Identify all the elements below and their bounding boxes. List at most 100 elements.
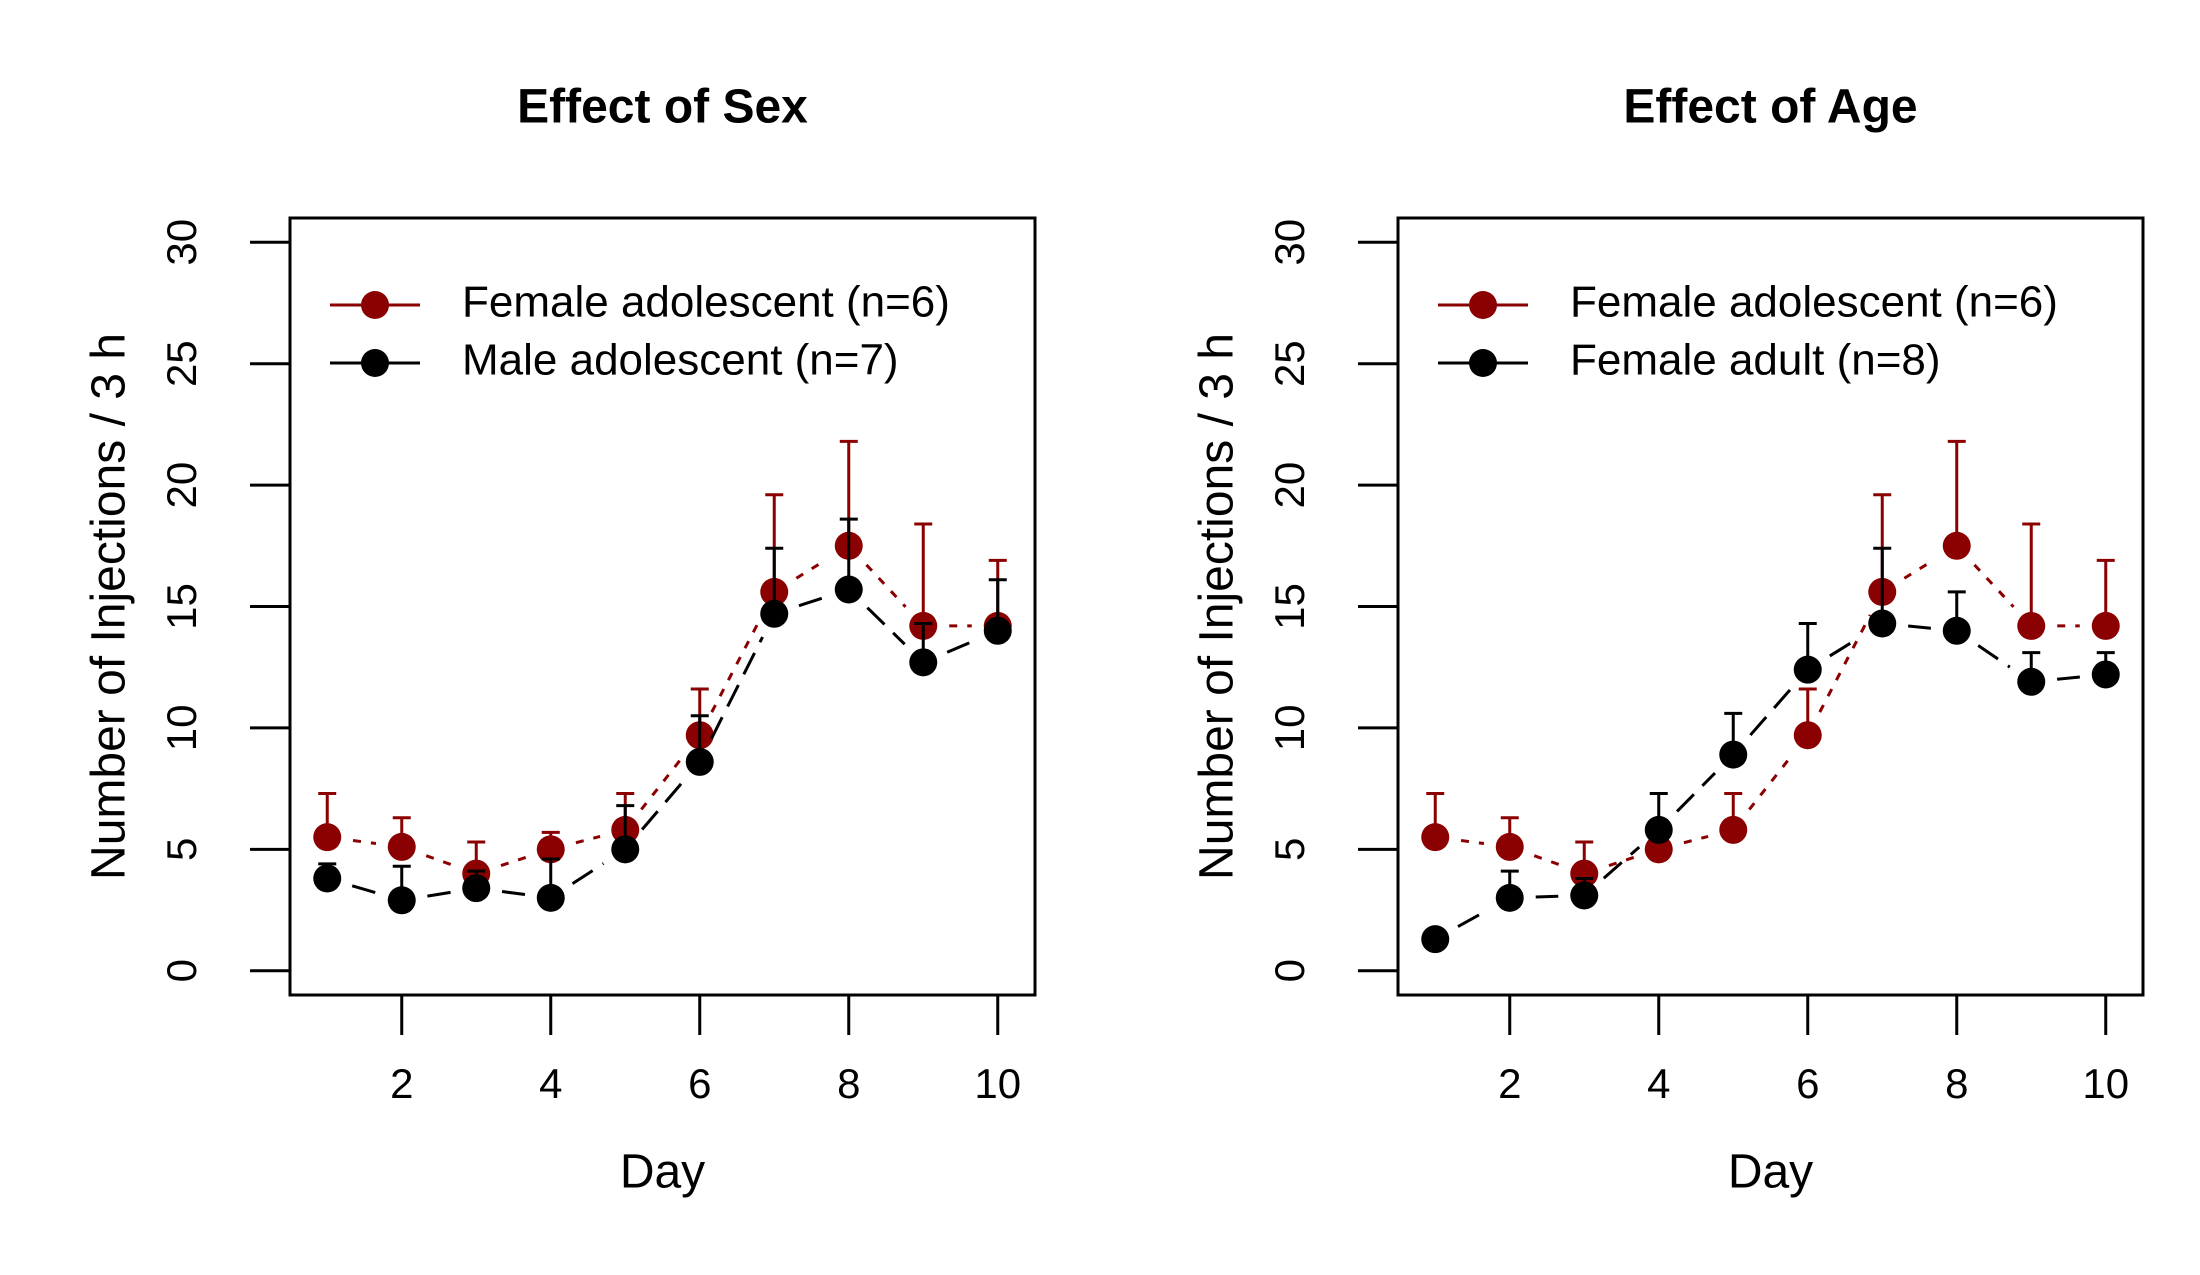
series-segment <box>1683 834 1709 845</box>
data-point <box>1719 815 1748 844</box>
data-point <box>2017 611 2046 640</box>
series-segment <box>1818 614 1872 713</box>
y-tick-label: 10 <box>1266 705 1313 752</box>
y-tick-label: 0 <box>158 959 205 982</box>
data-point <box>2091 611 2120 640</box>
legend-entry: Female adolescent (n=6) <box>1570 278 2058 327</box>
y-axis-label: Number of Injections / 3 h <box>83 333 136 880</box>
x-tick-label: 2 <box>390 1060 413 1107</box>
data-point <box>1942 616 1971 645</box>
data-point <box>1570 881 1599 910</box>
series-segment <box>1749 688 1792 737</box>
chart-panel-1: Effect of Sex 0 5 10 15 20 25 30 2 4 6 8 10 Day Number… <box>83 81 1037 1199</box>
y-tick-label: 20 <box>1266 462 1313 509</box>
series-segment <box>710 614 764 713</box>
y-tick-label: 30 <box>158 219 205 266</box>
x-tick-label: 8 <box>837 1060 860 1107</box>
series-segment <box>1602 845 1641 880</box>
data-point <box>2091 660 2120 689</box>
data-point <box>1644 815 1673 844</box>
data-point <box>536 835 565 864</box>
series-segment <box>1608 855 1635 867</box>
series-segment <box>1829 635 1861 658</box>
series-segment <box>425 854 453 867</box>
series-segment <box>1748 754 1793 811</box>
series-segment <box>798 596 825 608</box>
x-tick-label: 10 <box>974 1060 1021 1107</box>
y-tick-label: 0 <box>1266 959 1313 982</box>
x-axis: 2 4 6 8 10 <box>1498 995 2129 1107</box>
series-segment <box>1977 644 2011 669</box>
data-point <box>462 874 491 903</box>
legend-entry: Female adult (n=8) <box>1570 336 1941 385</box>
series-1 <box>1421 439 2120 888</box>
legend-marker <box>1469 349 1497 377</box>
x-tick-label: 6 <box>1796 1060 1819 1107</box>
x-tick-label: 4 <box>539 1060 562 1107</box>
x-tick-label: 2 <box>1498 1060 1521 1107</box>
data-point <box>1793 721 1822 750</box>
data-point <box>1495 832 1524 861</box>
series-segment <box>1460 839 1485 846</box>
series-segment <box>351 884 378 895</box>
x-axis: 2 4 6 8 10 <box>390 995 1021 1107</box>
series-segment <box>571 862 605 885</box>
series-segment <box>1533 854 1561 867</box>
series-2 <box>313 517 1012 915</box>
series-segment <box>575 834 601 845</box>
data-point <box>2017 667 2046 696</box>
data-point <box>1868 609 1897 638</box>
series-segment <box>2056 675 2081 681</box>
series-segment <box>865 563 907 608</box>
series-segment <box>640 754 685 811</box>
data-point <box>1942 531 1971 560</box>
series-segment <box>1675 772 1717 813</box>
x-tick-label: 4 <box>1647 1060 1670 1107</box>
series-segment <box>1973 563 2015 608</box>
chart-panel-2: Effect of Age 0 5 10 15 20 25 30 2 4 6 8 10 Day Number… <box>1191 81 2145 1199</box>
y-tick-label: 10 <box>158 705 205 752</box>
data-point <box>387 832 416 861</box>
data-point <box>611 835 640 864</box>
legend-entry: Male adolescent (n=7) <box>462 336 899 385</box>
data-point <box>1421 925 1450 954</box>
data-point <box>834 575 863 604</box>
data-point <box>909 648 938 677</box>
data-point <box>1719 740 1748 769</box>
y-tick-label: 20 <box>158 462 205 509</box>
y-tick-label: 15 <box>1266 583 1313 630</box>
data-point <box>1793 655 1822 684</box>
y-tick-label: 5 <box>1266 838 1313 861</box>
series-segment <box>640 780 685 831</box>
series-1 <box>313 439 1012 888</box>
y-tick-label: 5 <box>158 838 205 861</box>
series-segment <box>1907 624 1932 630</box>
series-segment <box>501 890 526 897</box>
legend-marker <box>361 349 389 377</box>
series-segment <box>1535 894 1559 899</box>
y-axis-label: Number of Injections / 3 h <box>1191 333 1244 880</box>
x-axis-label: Day <box>1728 1146 1813 1199</box>
x-tick-label: 6 <box>688 1060 711 1107</box>
data-point <box>983 616 1012 645</box>
series-segment <box>352 839 377 846</box>
x-tick-label: 10 <box>2082 1060 2129 1107</box>
y-tick-label: 25 <box>158 340 205 387</box>
chart-title: Effect of Sex <box>517 81 808 134</box>
data-point <box>1644 835 1673 864</box>
legend-marker <box>1469 291 1497 319</box>
y-tick-label: 30 <box>1266 219 1313 266</box>
data-point <box>1421 823 1450 852</box>
series-segment <box>866 606 906 646</box>
data-point <box>536 883 565 912</box>
data-point <box>685 747 714 776</box>
chart-title: Effect of Age <box>1623 81 1917 134</box>
data-point <box>313 864 342 893</box>
x-axis-label: Day <box>620 1146 705 1199</box>
y-axis: 0 5 10 15 20 25 30 <box>1266 219 1398 982</box>
series-segment <box>946 639 975 654</box>
legend-marker <box>361 291 389 319</box>
data-point <box>313 823 342 852</box>
series-2 <box>1421 546 2120 954</box>
